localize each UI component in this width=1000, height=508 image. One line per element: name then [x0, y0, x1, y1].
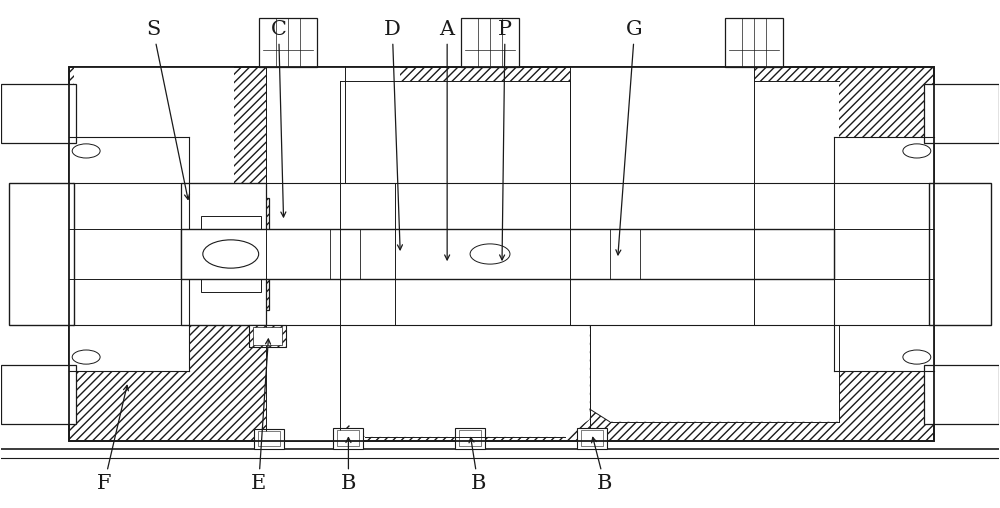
- Bar: [754, 81, 839, 183]
- Bar: [73, 183, 929, 325]
- Text: S: S: [146, 20, 189, 200]
- Bar: [924, 365, 999, 424]
- Bar: [337, 430, 359, 447]
- Bar: [1, 84, 76, 143]
- Bar: [340, 81, 570, 183]
- Bar: [725, 18, 783, 67]
- Bar: [249, 325, 286, 347]
- Text: P: P: [498, 20, 512, 260]
- Text: B: B: [341, 437, 356, 493]
- Text: B: B: [592, 437, 612, 493]
- Text: G: G: [616, 20, 643, 255]
- Bar: [9, 183, 74, 325]
- Text: E: E: [251, 339, 271, 493]
- Bar: [459, 430, 481, 447]
- Text: C: C: [271, 20, 287, 217]
- Bar: [193, 199, 269, 309]
- Bar: [181, 229, 834, 279]
- Bar: [69, 137, 189, 371]
- Circle shape: [903, 144, 931, 158]
- Bar: [455, 428, 485, 449]
- Bar: [266, 67, 345, 183]
- Bar: [181, 183, 266, 325]
- Bar: [924, 84, 999, 143]
- Bar: [259, 18, 317, 67]
- Bar: [570, 67, 754, 183]
- Bar: [1, 365, 76, 424]
- Bar: [258, 431, 280, 447]
- Bar: [345, 67, 400, 183]
- Bar: [69, 67, 934, 441]
- Bar: [69, 67, 934, 441]
- Text: B: B: [469, 437, 486, 493]
- Text: F: F: [97, 386, 128, 493]
- Text: D: D: [384, 20, 402, 250]
- Bar: [333, 428, 363, 449]
- Bar: [461, 18, 519, 67]
- Circle shape: [470, 244, 510, 264]
- Bar: [254, 429, 284, 449]
- Circle shape: [72, 144, 100, 158]
- Circle shape: [203, 240, 259, 268]
- Polygon shape: [340, 325, 590, 437]
- Polygon shape: [590, 325, 839, 422]
- Bar: [929, 183, 991, 325]
- Bar: [581, 430, 603, 447]
- Bar: [253, 327, 282, 345]
- Bar: [74, 183, 234, 325]
- Circle shape: [903, 350, 931, 364]
- Bar: [577, 428, 607, 449]
- Bar: [74, 67, 234, 183]
- Circle shape: [72, 350, 100, 364]
- Bar: [834, 137, 934, 371]
- Bar: [266, 325, 345, 441]
- Text: A: A: [440, 20, 455, 260]
- Bar: [201, 216, 261, 292]
